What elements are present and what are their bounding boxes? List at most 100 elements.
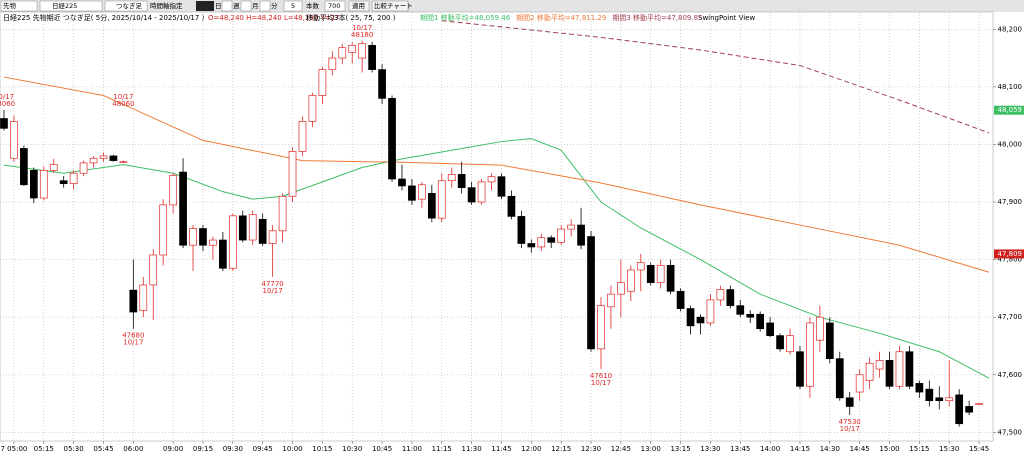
swing-price: 48180 (351, 31, 373, 39)
symbol-select[interactable] (39, 0, 103, 12)
candle-body (228, 215, 237, 269)
mode-select[interactable] (104, 0, 148, 12)
interval-input[interactable] (283, 0, 303, 12)
candle-body (845, 397, 854, 407)
y-tick-label: 47,600 (998, 371, 1023, 379)
candle-body (975, 403, 983, 405)
x-tick-label: 05:45 (93, 445, 113, 453)
candle-body (537, 237, 546, 248)
candle-body (69, 172, 78, 184)
price-tag (994, 105, 1024, 115)
candle-body (945, 397, 954, 402)
candle-body (736, 305, 745, 315)
candle-body (626, 269, 635, 292)
candle-body (766, 322, 774, 336)
candle-body (617, 282, 625, 295)
y-tick-label: 48,100 (998, 83, 1023, 91)
candle-body (388, 98, 396, 180)
swing-price: 48060 (112, 100, 134, 108)
swing-price: 47610 (590, 372, 612, 380)
swing-date: 10/17 (123, 339, 143, 347)
week-button[interactable] (221, 0, 233, 12)
symbol: 日経225 (52, 1, 77, 10)
candle-body (865, 362, 874, 381)
swing-date: 10/17 (352, 24, 372, 32)
candle-body (806, 322, 814, 387)
axis-label: 時間軸指定 (150, 1, 183, 10)
compare: 比較チャート (374, 1, 413, 10)
candle-body (676, 290, 685, 309)
x-tick-label: 15:15 (909, 445, 929, 453)
x-tick-label: 12:45 (611, 445, 631, 453)
day-button[interactable] (196, 1, 214, 11)
x-tick-label: 11:00 (402, 445, 422, 453)
candle-body (129, 289, 138, 313)
chart-title: 日経225 先物期近 つなぎ足( 5分, 2025/10/14 - 2025/1… (3, 13, 205, 22)
swing-price: 48060 (0, 100, 15, 108)
candle-body (875, 360, 884, 370)
candle-body (497, 176, 506, 197)
x-tick-label: 09:30 (223, 445, 243, 453)
candle-body (427, 193, 436, 219)
swing-price: 47770 (261, 280, 283, 288)
candle-body (408, 185, 416, 201)
candle-body (955, 394, 964, 425)
candle-body (895, 351, 904, 387)
x-tick-label: 05:15 (34, 445, 54, 453)
count: 700 (328, 2, 340, 10)
candle-body (348, 45, 357, 53)
y-tick-label: 48,000 (998, 140, 1023, 148)
candle-body (109, 155, 118, 161)
candle-body (816, 316, 824, 341)
candle-body (666, 265, 675, 292)
minute-button[interactable] (259, 0, 271, 12)
candle-body (776, 335, 784, 350)
candle-body (179, 171, 187, 246)
legend-entry: 期間3 移動平均=47,809.85 (612, 13, 702, 22)
x-tick-label: 09:00 (163, 445, 183, 453)
x-tick-label: 09:45 (253, 445, 273, 453)
candle-body (796, 351, 804, 387)
compare-button[interactable] (371, 0, 409, 12)
candle-body (597, 305, 605, 350)
candle-body (29, 170, 38, 199)
candle-body (238, 215, 247, 241)
candle-body (477, 181, 486, 203)
candle-body (935, 397, 944, 402)
candle-body (189, 228, 197, 246)
swing-date: 10/17 (263, 287, 283, 295)
candle-body (278, 195, 287, 232)
swing-date: 10/17 (840, 425, 860, 433)
candle-body (587, 236, 595, 350)
month-button[interactable] (240, 0, 252, 12)
candle-body (855, 374, 864, 393)
x-tick-label: 7 05:00 (1, 445, 28, 453)
candle-body (10, 121, 18, 159)
count-input[interactable] (324, 0, 346, 12)
candle-body (547, 237, 556, 243)
candle-body (99, 155, 108, 159)
candle-body (656, 265, 665, 283)
candle-body (258, 218, 267, 244)
candle-body (288, 151, 297, 197)
candle-body (39, 170, 48, 199)
apply-button[interactable] (348, 0, 370, 12)
market-select[interactable] (0, 0, 38, 12)
week: 週 (233, 1, 240, 10)
candle-body (328, 57, 337, 70)
candle-body (49, 164, 58, 171)
candle-body (268, 230, 277, 244)
candle-body (517, 216, 526, 244)
x-tick-label: 12:15 (551, 445, 571, 453)
x-tick-label: 12:00 (521, 445, 541, 453)
x-tick-label: 10:45 (372, 445, 392, 453)
candle-body (636, 262, 645, 271)
candle-body (607, 293, 615, 308)
candle-body (209, 239, 217, 246)
candle-body (199, 228, 207, 246)
y-tick-label: 48,200 (998, 25, 1023, 33)
candle-body (378, 69, 386, 99)
y-tick-label: 47,900 (998, 198, 1023, 206)
market: 先物 (3, 1, 17, 10)
